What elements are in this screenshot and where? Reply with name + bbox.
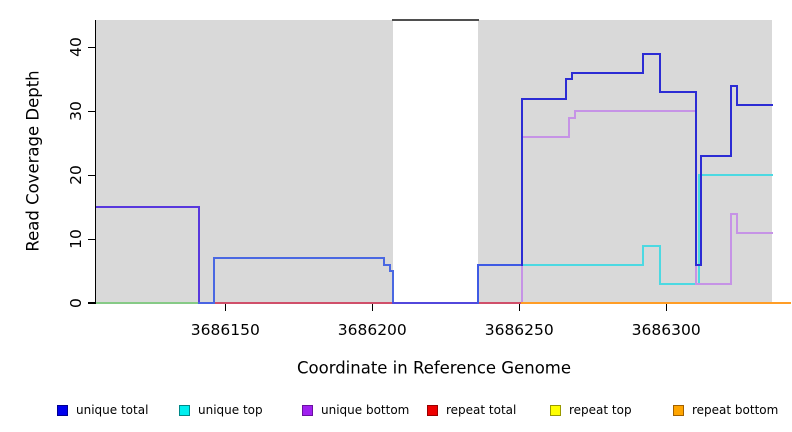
line-unique-bottom (521, 135, 571, 138)
x-axis-label: Coordinate in Reference Genome (296, 358, 572, 378)
x-tick (224, 303, 226, 311)
line-unique-total (735, 103, 773, 106)
line-unique-total (565, 78, 568, 100)
y-tick (88, 238, 95, 240)
x-tick (518, 303, 520, 311)
line-unique-total (735, 84, 738, 106)
line-unique-bottom (574, 110, 577, 119)
legend-label: unique bottom (321, 403, 410, 417)
legend-label: repeat bottom (692, 403, 779, 417)
x-tick-label: 3686200 (337, 321, 407, 339)
y-tick-label: 30 (67, 101, 85, 122)
line-unique-bottom (729, 212, 738, 215)
line-unique-top (641, 244, 644, 266)
y-tick (88, 174, 95, 176)
legend: unique total unique top unique bottom repea… (0, 400, 792, 420)
y-tick (88, 302, 95, 304)
line-unique-bottom (735, 231, 773, 234)
masked-region (392, 20, 479, 303)
line-unique-top (641, 244, 662, 247)
legend-swatch-repeat-total (427, 405, 438, 416)
line-unique-total (391, 270, 394, 304)
line-unique-total (571, 72, 574, 81)
line-unique-total (659, 91, 697, 94)
line-unique-total (700, 155, 703, 266)
masked-region-top-border (391, 19, 480, 21)
line-unique-bottom (729, 212, 732, 285)
legend-swatch-unique-total (57, 405, 68, 416)
line-repeat-top (95, 302, 200, 304)
line-unique-total (383, 257, 386, 266)
line-unique-total (521, 97, 524, 266)
line-unique-top (521, 263, 644, 266)
y-tick-label: 40 (67, 37, 85, 58)
line-unique-total (641, 52, 644, 74)
line-unique-bottom (568, 116, 571, 138)
x-tick-label: 3686300 (631, 321, 701, 339)
y-tick-label: 20 (67, 165, 85, 186)
line-unique-total (197, 302, 215, 304)
y-tick-label: 0 (67, 298, 85, 308)
line-unique-total (388, 263, 391, 273)
x-tick-label: 3686250 (484, 321, 554, 339)
line-unique-total (383, 263, 391, 266)
line-unique-top (659, 282, 700, 285)
line-unique-total (694, 91, 697, 266)
y-tick-label: 10 (67, 229, 85, 249)
legend-label: repeat total (446, 403, 517, 417)
line-unique-top (697, 174, 700, 285)
legend-label: unique total (76, 403, 149, 417)
line-unique-total (212, 257, 386, 260)
line-repeat-total (209, 302, 773, 304)
line-unique-top (659, 244, 662, 285)
line-unique-total (95, 206, 200, 209)
line-unique-total (212, 257, 215, 304)
line-unique-total (659, 52, 662, 94)
legend-swatch-repeat-bottom (673, 405, 684, 416)
line-unique-total (729, 84, 732, 158)
y-tick (88, 46, 95, 49)
x-tick (665, 303, 667, 311)
line-unique-top (697, 174, 773, 177)
legend-swatch-unique-top (179, 405, 190, 416)
y-axis-label: Read Coverage Depth (23, 70, 43, 252)
line-unique-bottom (694, 282, 732, 285)
legend-swatch-unique-bottom (302, 405, 313, 416)
line-repeat-bottom (521, 302, 791, 304)
x-tick-label: 3686150 (190, 321, 260, 339)
line-unique-total (700, 155, 732, 158)
line-unique-total (729, 84, 738, 87)
line-unique-bottom (568, 116, 577, 119)
line-unique-total (521, 97, 568, 100)
line-unique-total (391, 302, 480, 304)
legend-label: unique top (198, 403, 263, 417)
line-unique-total (197, 206, 200, 304)
line-unique-total (477, 263, 480, 304)
legend-swatch-repeat-top (550, 405, 561, 416)
y-axis-line (95, 20, 97, 304)
y-tick (88, 110, 95, 112)
line-unique-total (477, 263, 524, 266)
legend-label: repeat top (569, 403, 632, 417)
line-unique-bottom (574, 110, 697, 113)
line-unique-total (388, 270, 394, 273)
line-unique-total (694, 263, 703, 266)
line-unique-total (571, 72, 644, 75)
x-tick (371, 303, 373, 311)
line-unique-total (565, 78, 574, 81)
line-unique-total (641, 52, 662, 55)
line-unique-bottom (735, 212, 738, 234)
